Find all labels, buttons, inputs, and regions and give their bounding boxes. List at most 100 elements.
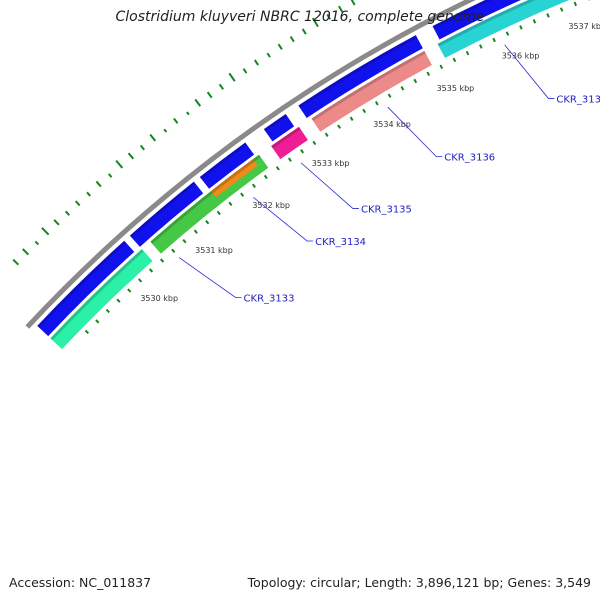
ruler-tick	[312, 140, 317, 146]
ruler-tick	[216, 210, 221, 216]
gc-mark	[194, 98, 202, 107]
ruler-tick	[84, 329, 90, 335]
ruler-tick	[519, 25, 523, 30]
ruler-tick	[387, 93, 392, 98]
tick-label: 3532 kbp	[252, 201, 290, 210]
gc-content-track	[12, 0, 356, 266]
gc-mark	[86, 191, 91, 197]
gene-leader-line	[178, 257, 242, 298]
gc-mark	[74, 200, 81, 207]
map-title: Clostridium kluyveri NBRC 12016, complet…	[115, 9, 485, 25]
ruler-tick	[171, 248, 176, 253]
ruler-tick	[116, 298, 121, 303]
ruler-tick	[400, 86, 405, 91]
tick-label: 3534 kbp	[373, 120, 411, 129]
ruler-tick	[159, 258, 165, 263]
reverse-gene-shade	[311, 50, 426, 121]
forward-gene	[129, 181, 204, 247]
gc-mark	[41, 227, 50, 236]
gene-labels: CKR_3133 CKR_3134 CKR_3135 CKR_3136 CKR_3137…	[178, 44, 600, 305]
gene-label-ckr_3136[interactable]: CKR_3136	[444, 152, 495, 163]
ruler-tick	[205, 220, 210, 225]
gc-mark	[301, 28, 307, 35]
gc-mark	[338, 5, 344, 13]
reverse-strand-track	[50, 0, 570, 350]
reverse-gene	[271, 126, 308, 160]
gc-mark	[95, 180, 102, 188]
gc-mark	[253, 59, 260, 66]
gc-mark	[277, 43, 283, 50]
ruler-tick	[349, 116, 354, 121]
forward-gene-shade	[263, 114, 288, 132]
gene-leader-line	[387, 106, 443, 157]
gc-mark	[127, 152, 135, 160]
gc-mark	[186, 111, 190, 116]
ruler-tick	[492, 37, 496, 43]
gc-mark	[107, 173, 113, 178]
accession-text: Accession: NC_011837	[9, 575, 152, 590]
gene-label-ckr_3135[interactable]: CKR_3135	[361, 205, 412, 216]
forward-gene	[298, 35, 423, 119]
reverse-gene-short-shade	[210, 159, 255, 194]
gene-label-ckr_3134[interactable]: CKR_3134	[315, 237, 366, 248]
ruler-tick	[300, 149, 305, 154]
gc-mark	[139, 144, 145, 151]
kbp-ruler: 3530 kbp 3531 kbp 3532 kbp 3533 kbp 3534 kbp…	[84, 0, 600, 335]
gc-mark	[242, 68, 248, 74]
ruler-tick	[228, 201, 233, 206]
ruler-tick	[193, 229, 198, 234]
tick-label: 3533 kbp	[312, 159, 350, 168]
gc-mark	[163, 128, 168, 133]
ruler-tick	[546, 13, 550, 18]
ruler-tick	[275, 166, 280, 171]
reverse-gene	[437, 0, 570, 59]
gene-leader-line	[504, 44, 555, 99]
forward-gene-shade	[199, 142, 248, 180]
forward-gene-shade	[129, 181, 196, 238]
gene-leader-line	[253, 197, 314, 242]
tick-label: 3535 kbp	[437, 84, 475, 93]
ruler-tick	[426, 71, 431, 77]
ruler-tick	[240, 192, 245, 197]
ruler-tick	[287, 157, 292, 162]
ruler-tick	[465, 50, 470, 56]
ruler-tick	[182, 238, 187, 244]
ruler-tick	[95, 319, 100, 324]
gene-leader-line	[300, 162, 359, 209]
ruler-tick	[452, 57, 457, 63]
forward-gene	[263, 114, 295, 142]
ruler-tick	[559, 7, 564, 12]
reverse-gene-shade	[437, 0, 536, 47]
reverse-gene-short	[210, 159, 258, 198]
ruler-tick	[479, 44, 483, 49]
gc-mark	[206, 91, 213, 99]
ruler-tick	[439, 64, 444, 70]
gc-mark	[22, 248, 30, 256]
gc-mark	[34, 240, 40, 246]
reverse-gene-shade	[271, 126, 301, 149]
tick-label: 3531 kbp	[195, 246, 233, 255]
gene-label-ckr_3137[interactable]: CKR_3137	[556, 94, 600, 105]
ruler-tick	[413, 78, 418, 84]
gc-mark	[218, 83, 225, 90]
ruler-tick	[337, 124, 342, 129]
ruler-tick	[573, 1, 577, 7]
gc-mark	[64, 210, 70, 216]
genome-summary-text: Topology: circular; Length: 3,896,121 bp…	[247, 575, 591, 590]
ruler-tick	[505, 31, 510, 36]
gc-mark	[115, 159, 124, 169]
ruler-tick	[148, 268, 154, 273]
gc-mark	[311, 17, 319, 28]
reverse-gene	[50, 249, 153, 350]
ruler-tick	[374, 101, 379, 106]
tick-label: 3536 kbp	[502, 51, 540, 60]
gc-mark	[326, 13, 332, 20]
reverse-gene	[311, 50, 432, 132]
ruler-tick	[362, 108, 367, 114]
ruler-tick	[137, 278, 143, 283]
reverse-gene-shade	[50, 249, 144, 341]
ruler-tick	[532, 19, 537, 24]
tick-label: 3537 kbp	[568, 22, 600, 31]
gene-label-ckr_3133[interactable]: CKR_3133	[244, 294, 295, 305]
